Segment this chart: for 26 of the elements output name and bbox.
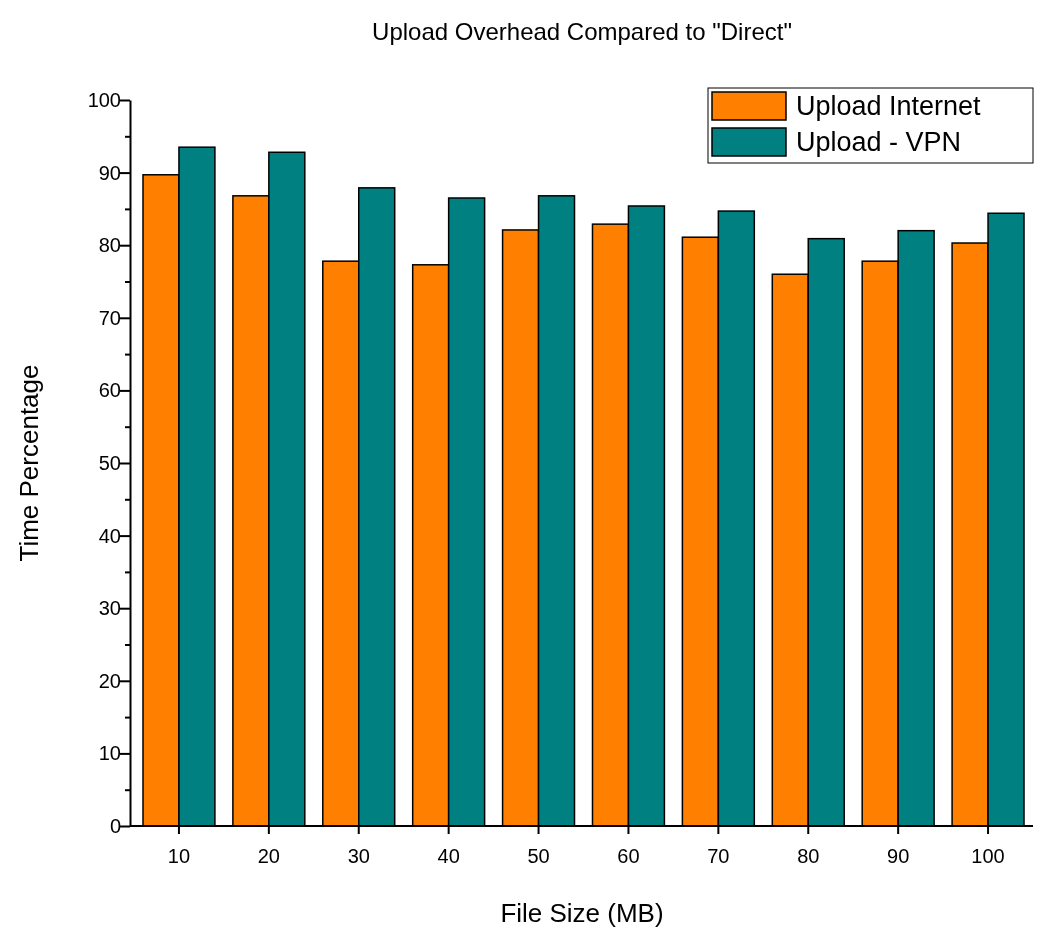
x-tick-label: 80 bbox=[797, 845, 820, 867]
y-tick-label: 80 bbox=[98, 234, 121, 257]
x-tick-label: 60 bbox=[617, 845, 640, 867]
y-axis-title: Time Percentage bbox=[14, 364, 44, 562]
x-tick-label: 10 bbox=[167, 845, 191, 867]
legend-label: Upload - VPN bbox=[796, 127, 962, 157]
x-tick-label: 40 bbox=[437, 845, 460, 867]
y-tick-label: 40 bbox=[98, 524, 121, 547]
y-tick-label: 60 bbox=[98, 379, 121, 402]
x-tick-label: 90 bbox=[887, 845, 910, 867]
x-tick-label: 50 bbox=[527, 845, 550, 867]
x-tick-label: 100 bbox=[971, 845, 1005, 867]
x-axis-title: File Size (MB) bbox=[500, 898, 664, 928]
y-tick-label: 20 bbox=[98, 669, 121, 692]
chart-title: Upload Overhead Compared to "Direct" bbox=[372, 18, 792, 45]
x-tick-label: 70 bbox=[707, 845, 730, 867]
x-tick-label: 30 bbox=[347, 845, 370, 867]
legend-label: Upload Internet bbox=[796, 91, 982, 121]
y-tick-label: 0 bbox=[109, 814, 121, 837]
y-tick-label: 10 bbox=[98, 742, 121, 765]
y-tick-label: 50 bbox=[98, 451, 121, 474]
y-tick-label: 70 bbox=[98, 306, 121, 329]
y-tick-label: 90 bbox=[98, 161, 121, 184]
y-tick-label: 30 bbox=[98, 597, 121, 620]
x-tick-label: 20 bbox=[257, 845, 280, 867]
y-tick-label: 100 bbox=[87, 88, 121, 111]
